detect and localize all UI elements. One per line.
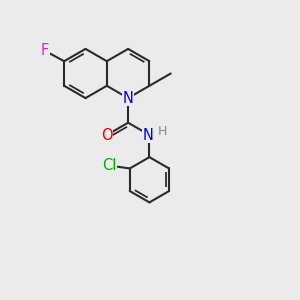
Text: Cl: Cl (102, 158, 116, 173)
Text: N: N (142, 128, 153, 142)
Text: N: N (123, 91, 134, 106)
Text: F: F (40, 43, 49, 58)
Text: O: O (101, 128, 112, 142)
Text: H: H (158, 125, 167, 138)
